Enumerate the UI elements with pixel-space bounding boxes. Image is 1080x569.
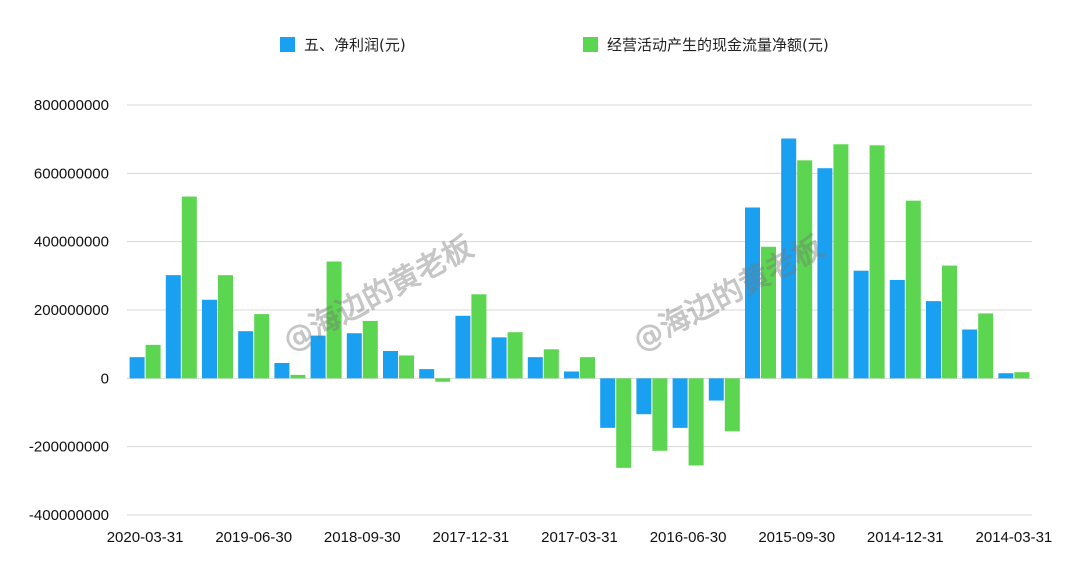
bar-operating-cash-flow-2018-06-30 bbox=[399, 355, 414, 379]
bar-net-profit-2019-09-30 bbox=[202, 299, 217, 379]
bar-operating-cash-flow-2018-09-30 bbox=[362, 320, 378, 379]
bar-operating-cash-flow-2016-09-30 bbox=[652, 378, 668, 451]
bar-net-profit-2019-12-31 bbox=[165, 275, 181, 379]
legend-label-net-profit: 五、净利润(元) bbox=[304, 36, 406, 54]
y-tick-label: 600000000 bbox=[34, 165, 109, 182]
bar-operating-cash-flow-2016-06-30 bbox=[688, 378, 704, 466]
x-tick-label: 2020-03-31 bbox=[107, 529, 184, 546]
legend-swatch-operating-cash-flow bbox=[583, 37, 598, 52]
bar-net-profit-2015-09-30 bbox=[781, 138, 797, 379]
bar-net-profit-2018-09-30 bbox=[346, 333, 362, 379]
bar-net-profit-2015-12-31 bbox=[745, 207, 760, 379]
bar-operating-cash-flow-2016-03-31 bbox=[724, 378, 740, 432]
y-tick-label: -200000000 bbox=[29, 439, 109, 456]
legend: 五、净利润(元) 经营活动产生的现金流量净额(元) bbox=[280, 36, 829, 54]
bar-net-profit-2018-06-30 bbox=[383, 351, 398, 379]
bar-net-profit-2019-03-31 bbox=[274, 362, 290, 379]
bar-net-profit-2018-12-31 bbox=[310, 335, 326, 379]
x-axis-tick-labels: 2020-03-31 2019-06-30 2018-09-30 2017-12-31… bbox=[107, 529, 1053, 546]
y-tick-label: 400000000 bbox=[34, 234, 109, 251]
bar-net-profit-2015-03-31 bbox=[853, 270, 869, 379]
watermark-left: @海边的黄老板 bbox=[277, 230, 479, 359]
bar-net-profit-2016-09-30 bbox=[636, 378, 652, 415]
bar-operating-cash-flow-2019-03-31 bbox=[290, 374, 306, 379]
bar-net-profit-2016-03-31 bbox=[708, 378, 724, 401]
bar-operating-cash-flow-2017-12-31 bbox=[471, 294, 487, 379]
bar-operating-cash-flow-2014-06-30 bbox=[978, 313, 994, 379]
bar-operating-cash-flow-2019-09-30 bbox=[218, 275, 233, 379]
x-tick-label: 2015-09-30 bbox=[758, 529, 835, 546]
bar-operating-cash-flow-2018-03-31 bbox=[435, 378, 451, 382]
bar-net-profit-2015-06-30 bbox=[817, 168, 833, 379]
bar-net-profit-2017-06-30 bbox=[527, 357, 543, 379]
bar-operating-cash-flow-2015-09-30 bbox=[797, 160, 813, 379]
bars bbox=[129, 138, 1030, 468]
y-tick-label: 0 bbox=[101, 370, 109, 387]
x-tick-label: 2017-12-31 bbox=[433, 529, 510, 546]
bar-operating-cash-flow-2015-12-31 bbox=[761, 246, 776, 379]
bar-operating-cash-flow-2017-03-31 bbox=[580, 357, 595, 379]
bar-net-profit-2020-03-31 bbox=[129, 357, 145, 379]
bar-operating-cash-flow-2017-09-30 bbox=[507, 332, 523, 379]
bar-net-profit-2019-06-30 bbox=[238, 331, 254, 379]
bar-operating-cash-flow-2014-03-31 bbox=[1014, 372, 1030, 379]
bar-net-profit-2017-03-31 bbox=[564, 371, 579, 379]
y-tick-label: -400000000 bbox=[29, 507, 109, 524]
bar-net-profit-2014-06-30 bbox=[962, 329, 978, 379]
bar-operating-cash-flow-2020-03-31 bbox=[145, 344, 161, 379]
x-tick-label: 2016-06-30 bbox=[650, 529, 727, 546]
x-tick-label: 2014-03-31 bbox=[976, 529, 1053, 546]
bar-operating-cash-flow-2019-06-30 bbox=[254, 314, 270, 379]
bar-operating-cash-flow-2014-09-30 bbox=[942, 265, 957, 379]
bar-net-profit-2017-09-30 bbox=[491, 337, 507, 379]
bar-operating-cash-flow-2015-03-31 bbox=[869, 145, 885, 379]
bar-operating-cash-flow-2017-06-30 bbox=[543, 349, 559, 379]
y-axis-tick-labels: 800000000 600000000 400000000 200000000 0 -20… bbox=[29, 97, 109, 524]
bar-operating-cash-flow-2019-12-31 bbox=[181, 196, 197, 379]
x-tick-label: 2019-06-30 bbox=[215, 529, 292, 546]
bar-net-profit-2014-12-31 bbox=[889, 279, 905, 379]
bar-net-profit-2014-03-31 bbox=[998, 373, 1014, 379]
x-tick-label: 2014-12-31 bbox=[867, 529, 944, 546]
bar-net-profit-2016-12-31 bbox=[600, 378, 616, 428]
y-tick-label: 200000000 bbox=[34, 302, 109, 319]
bar-operating-cash-flow-2016-12-31 bbox=[616, 378, 632, 468]
y-tick-label: 800000000 bbox=[34, 97, 109, 114]
bar-operating-cash-flow-2015-06-30 bbox=[833, 144, 849, 379]
x-tick-label: 2018-09-30 bbox=[324, 529, 401, 546]
bar-net-profit-2014-09-30 bbox=[926, 301, 941, 379]
bar-operating-cash-flow-2014-12-31 bbox=[905, 200, 921, 379]
bar-net-profit-2018-03-31 bbox=[419, 369, 435, 379]
bar-net-profit-2017-12-31 bbox=[455, 315, 471, 379]
bar-operating-cash-flow-2018-12-31 bbox=[326, 261, 342, 379]
x-tick-label: 2017-03-31 bbox=[541, 529, 618, 546]
legend-swatch-net-profit bbox=[280, 37, 295, 52]
legend-label-operating-cash-flow: 经营活动产生的现金流量净额(元) bbox=[607, 36, 829, 54]
bar-net-profit-2016-06-30 bbox=[672, 378, 688, 428]
